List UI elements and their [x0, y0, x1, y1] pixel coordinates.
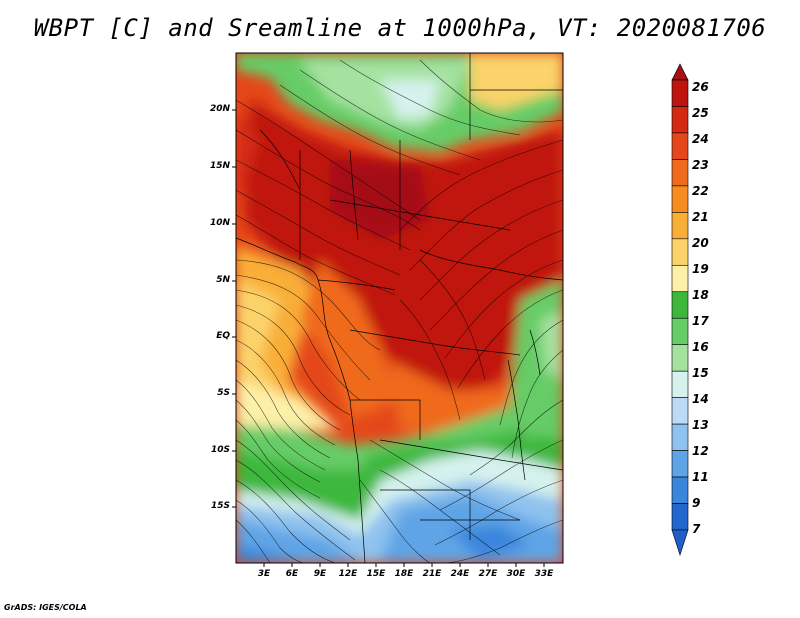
- lon-tick-label: 24E: [450, 569, 470, 579]
- colorbar-swatch: [671, 317, 689, 346]
- lat-tick-label: 20N: [209, 104, 230, 114]
- lat-tick-label: EQ: [216, 331, 230, 341]
- lon-tick-label: 15E: [366, 569, 386, 579]
- axis-ticks: [232, 109, 545, 567]
- lon-tick-label: 6E: [285, 569, 299, 579]
- lon-tick-label: 30E: [506, 569, 526, 579]
- lat-tick-label: 10N: [209, 218, 230, 228]
- colorbar-swatch: [671, 397, 689, 425]
- colorbar-label: 12: [692, 444, 709, 458]
- colorbar-swatch: [671, 106, 689, 134]
- colorbar-swatch: [671, 423, 689, 451]
- colorbar-label: 22: [692, 184, 709, 198]
- colorbar-label: 14: [692, 392, 709, 406]
- map-title: WBPT [C] and Sreamline at 1000hPa, VT: 2…: [33, 14, 767, 42]
- map-frame: [235, 52, 564, 564]
- lon-tick-label: 12E: [338, 569, 358, 579]
- colorbar-swatch: [671, 238, 689, 266]
- colorbar-label: 20: [692, 236, 709, 250]
- lat-tick-label: 10S: [210, 445, 230, 455]
- colorbar-swatch: [671, 503, 689, 531]
- lat-tick-label: 15S: [210, 501, 230, 511]
- colorbar-swatch: [671, 264, 689, 293]
- colorbar: [671, 63, 689, 556]
- colorbar-swatch: [671, 79, 689, 107]
- colorbar-swatch: [671, 450, 689, 478]
- grads-credit: GrADS: IGES/COLA: [4, 603, 87, 612]
- colorbar-label: 21: [692, 210, 709, 224]
- lon-tick-label: 9E: [313, 569, 327, 579]
- colorbar-swatch: [671, 212, 689, 240]
- lon-tick-label: 21E: [422, 569, 442, 579]
- streamlines: [236, 59, 563, 563]
- lon-tick-label: 3E: [257, 569, 271, 579]
- colorbar-label: 13: [692, 418, 709, 432]
- colorbar-label: 26: [692, 80, 709, 94]
- colorbar-swatch: [671, 370, 689, 398]
- lat-tick-label: 15N: [209, 161, 230, 171]
- colorbar-label: 9: [692, 496, 701, 510]
- colorbar-label: 23: [692, 158, 709, 172]
- lat-tick-label: 5N: [216, 275, 230, 285]
- colorbar-label: 25: [692, 106, 709, 120]
- lat-tick-label: 5S: [217, 388, 230, 398]
- wbpt-field: [236, 53, 563, 563]
- colorbar-label: 17: [692, 314, 709, 328]
- colorbar-label: 7: [692, 522, 701, 536]
- colorbar-label: 16: [692, 340, 709, 354]
- colorbar-swatch: [671, 132, 689, 160]
- colorbar-label: 18: [692, 288, 709, 302]
- lon-tick-label: 33E: [534, 569, 554, 579]
- lon-tick-label: 27E: [478, 569, 498, 579]
- colorbar-label: 15: [692, 366, 709, 380]
- lon-tick-label: 18E: [394, 569, 414, 579]
- colorbar-top-arrow: [671, 63, 689, 81]
- colorbar-swatch: [671, 291, 689, 319]
- colorbar-label: 11: [692, 470, 709, 484]
- colorbar-bottom-arrow: [671, 529, 689, 556]
- colorbar-swatch: [671, 159, 689, 187]
- colorbar-swatch: [671, 344, 689, 372]
- country-borders: [236, 53, 563, 563]
- colorbar-swatch: [671, 476, 689, 504]
- colorbar-label: 19: [692, 262, 709, 276]
- colorbar-swatch: [671, 185, 689, 213]
- colorbar-label: 24: [692, 132, 709, 146]
